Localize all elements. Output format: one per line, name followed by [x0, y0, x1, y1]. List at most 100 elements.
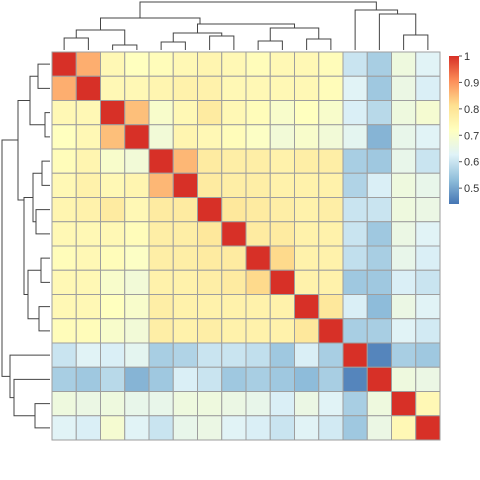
heatmap-cell — [391, 197, 417, 223]
heatmap-cell — [391, 366, 417, 392]
heatmap-cell — [318, 391, 344, 417]
heatmap-cell — [197, 197, 223, 223]
heatmap-cell — [172, 318, 198, 344]
heatmap-cell — [245, 391, 271, 417]
heatmap-cell — [124, 269, 150, 295]
heatmap-cell — [294, 51, 320, 77]
row-dendrogram-link — [9, 354, 50, 399]
heatmap-cell — [197, 221, 223, 247]
heatmap-cell — [342, 172, 368, 198]
heatmap-cell — [100, 391, 126, 417]
heatmap-cell — [51, 415, 77, 441]
heatmap-cell — [221, 294, 247, 320]
heatmap-cell — [294, 318, 320, 344]
heatmap-cell — [197, 51, 223, 77]
heatmap-cell — [172, 294, 198, 320]
row-dendrogram-link — [17, 100, 30, 201]
heatmap-cell — [245, 148, 271, 174]
column-dendrogram-link — [112, 44, 138, 50]
heatmap-cell — [124, 342, 150, 368]
heatmap-cell — [342, 245, 368, 271]
heatmap-cell — [269, 100, 295, 126]
heatmap-cell — [391, 391, 417, 417]
heatmap-cell — [197, 366, 223, 392]
heatmap-cell — [75, 100, 101, 126]
colorbar-tick-label: 0.9 — [464, 77, 479, 89]
heatmap-cell — [148, 391, 174, 417]
heatmap-cell — [318, 245, 344, 271]
row-dendrogram-link — [34, 403, 50, 429]
heatmap-cell — [221, 51, 247, 77]
heatmap-cell — [294, 415, 320, 441]
heatmap-cell — [75, 75, 101, 101]
heatmap-cell — [415, 197, 441, 223]
heatmap-cell — [366, 245, 392, 271]
heatmap-cell — [366, 100, 392, 126]
heatmap-cells — [51, 51, 441, 441]
heatmap-cell — [245, 415, 271, 441]
heatmap-cell — [172, 172, 198, 198]
heatmap-cell — [342, 51, 368, 77]
heatmap-cell — [415, 75, 441, 101]
heatmap-cell — [415, 318, 441, 344]
heatmap-cell — [124, 318, 150, 344]
heatmap-cell — [415, 294, 441, 320]
heatmap-cell — [318, 221, 344, 247]
colorbar-tick-label: 0.7 — [464, 130, 479, 142]
heatmap-cell — [415, 172, 441, 198]
heatmap-cell — [269, 172, 295, 198]
heatmap-cell — [342, 75, 368, 101]
heatmap-cell — [366, 124, 392, 150]
heatmap-cell — [269, 269, 295, 295]
heatmap-cell — [391, 318, 417, 344]
heatmap-cell — [221, 366, 247, 392]
heatmap-cell — [342, 124, 368, 150]
heatmap-cell — [294, 75, 320, 101]
heatmap-cell — [197, 415, 223, 441]
heatmap-cell — [342, 318, 368, 344]
heatmap-cell — [148, 100, 174, 126]
heatmap-cell — [51, 342, 77, 368]
heatmap-cell — [75, 51, 101, 77]
column-dendrogram-link — [354, 9, 399, 50]
heatmap-cell — [51, 197, 77, 223]
heatmap-cell — [415, 148, 441, 174]
heatmap-cell — [148, 75, 174, 101]
heatmap-cell — [245, 269, 271, 295]
heatmap-cell — [366, 366, 392, 392]
heatmap-cell — [75, 294, 101, 320]
heatmap-cell — [318, 148, 344, 174]
heatmap-cell — [100, 415, 126, 441]
heatmap-cell — [172, 391, 198, 417]
heatmap-cell — [51, 124, 77, 150]
heatmap-cell — [172, 124, 198, 150]
heatmap-cell — [124, 100, 150, 126]
heatmap-cell — [366, 221, 392, 247]
heatmap-cell — [172, 197, 198, 223]
row-dendrogram-link — [13, 378, 50, 417]
heatmap-cell — [245, 245, 271, 271]
heatmap-cell — [75, 221, 101, 247]
heatmap-cell — [269, 366, 295, 392]
heatmap-cell — [391, 124, 417, 150]
heatmap-cell — [269, 294, 295, 320]
heatmap-cell — [148, 245, 174, 271]
heatmap-cell — [124, 366, 150, 392]
row-dendrogram-link — [35, 209, 50, 235]
heatmap-cell — [391, 148, 417, 174]
heatmap-cell — [391, 221, 417, 247]
heatmap-cell — [75, 197, 101, 223]
heatmap-cell — [75, 124, 101, 150]
heatmap-cell — [221, 269, 247, 295]
heatmap-cell — [197, 391, 223, 417]
heatmap-cell — [294, 294, 320, 320]
heatmap-cell — [221, 100, 247, 126]
heatmap-cell — [366, 148, 392, 174]
heatmap-cell — [294, 172, 320, 198]
heatmap-cell — [197, 245, 223, 271]
heatmap-cell — [342, 391, 368, 417]
heatmap-cell — [51, 221, 77, 247]
heatmap-cell — [221, 172, 247, 198]
heatmap-cell — [342, 221, 368, 247]
heatmap-cell — [221, 75, 247, 101]
